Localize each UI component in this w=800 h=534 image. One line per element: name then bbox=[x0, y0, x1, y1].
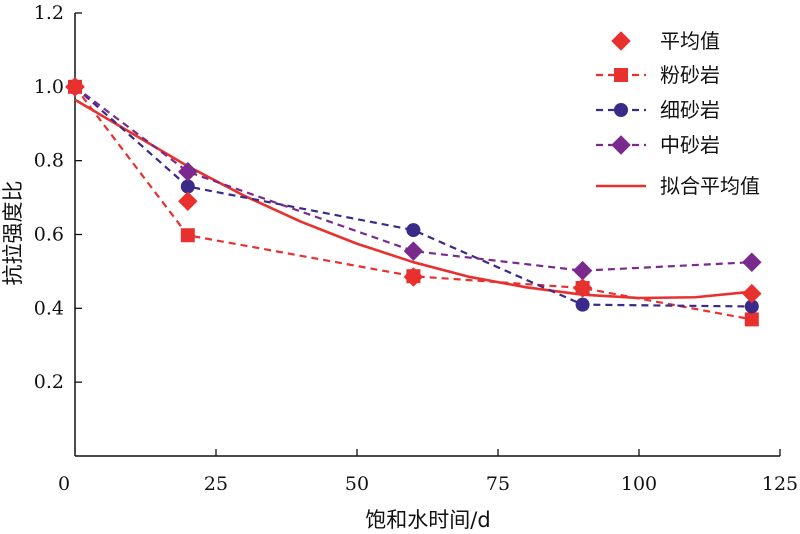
data-point-finesandstone bbox=[575, 297, 590, 312]
legend-marker-finesandstone bbox=[614, 103, 628, 117]
x-tick-label: 0 bbox=[58, 473, 70, 495]
legend-marker-mean bbox=[611, 31, 631, 51]
data-point-mean bbox=[742, 283, 762, 304]
y-tick-label: 0.8 bbox=[34, 150, 64, 172]
x-tick-label: 50 bbox=[345, 473, 369, 495]
series-mean bbox=[65, 77, 762, 304]
axes: 0 25 50 75 100 125 0.2 0.4 0.6 0.8 1.0 1.2 bbox=[34, 2, 798, 495]
data-point-mean bbox=[178, 191, 198, 212]
legend-label-mediumsandstone: 中砂岩 bbox=[660, 133, 720, 157]
data-point-mediumsandstone bbox=[572, 260, 593, 281]
legend-label-finesandstone: 细砂岩 bbox=[660, 98, 720, 122]
y-axis-label: 抗拉强度比 bbox=[1, 181, 25, 286]
legend-label-siltstone: 粉砂岩 bbox=[660, 63, 720, 87]
y-tick-label: 0.4 bbox=[34, 297, 64, 319]
data-point-finesandstone bbox=[180, 179, 195, 194]
x-tick-label: 75 bbox=[486, 473, 510, 495]
y-tick-label: 0.2 bbox=[34, 371, 64, 393]
series-group bbox=[65, 77, 762, 327]
legend-label-mean: 平均值 bbox=[660, 29, 720, 53]
data-point-finesandstone bbox=[744, 299, 759, 314]
x-axis-label: 饱和水时间/d bbox=[365, 508, 490, 532]
data-point-siltstone bbox=[744, 312, 759, 327]
data-point-mediumsandstone bbox=[403, 241, 424, 261]
series-mediumsandstone bbox=[65, 77, 762, 281]
y-tick-label: 1.2 bbox=[34, 2, 64, 24]
legend-item-fit: 拟合平均值 bbox=[596, 174, 760, 198]
data-point-mediumsandstone bbox=[178, 161, 198, 182]
series-line-siltstone bbox=[74, 86, 753, 321]
x-tick-label: 125 bbox=[762, 473, 798, 495]
legend-item-finesandstone: 细砂岩 bbox=[596, 98, 720, 122]
legend-marker-siltstone bbox=[614, 68, 628, 82]
data-point-finesandstone bbox=[406, 223, 421, 238]
series-siltstone bbox=[68, 79, 759, 327]
legend-label-fit: 拟合平均值 bbox=[660, 174, 760, 198]
x-tick-label: 100 bbox=[621, 473, 657, 495]
data-point-siltstone bbox=[180, 228, 195, 243]
data-point-mean bbox=[65, 77, 85, 97]
data-point-mean bbox=[572, 278, 593, 298]
series-line-finesandstone bbox=[74, 86, 752, 308]
legend-item-mediumsandstone: 中砂岩 bbox=[596, 133, 720, 157]
data-point-mediumsandstone bbox=[742, 252, 762, 272]
y-tick-label: 1.0 bbox=[34, 76, 64, 98]
y-tick-label: 0.6 bbox=[34, 224, 64, 246]
legend-item-siltstone: 粉砂岩 bbox=[596, 63, 720, 87]
legend-marker-mediumsandstone bbox=[611, 135, 631, 155]
data-point-mean bbox=[403, 267, 424, 287]
legend-item-mean: 平均值 bbox=[611, 29, 720, 53]
x-tick-label: 25 bbox=[204, 473, 228, 495]
